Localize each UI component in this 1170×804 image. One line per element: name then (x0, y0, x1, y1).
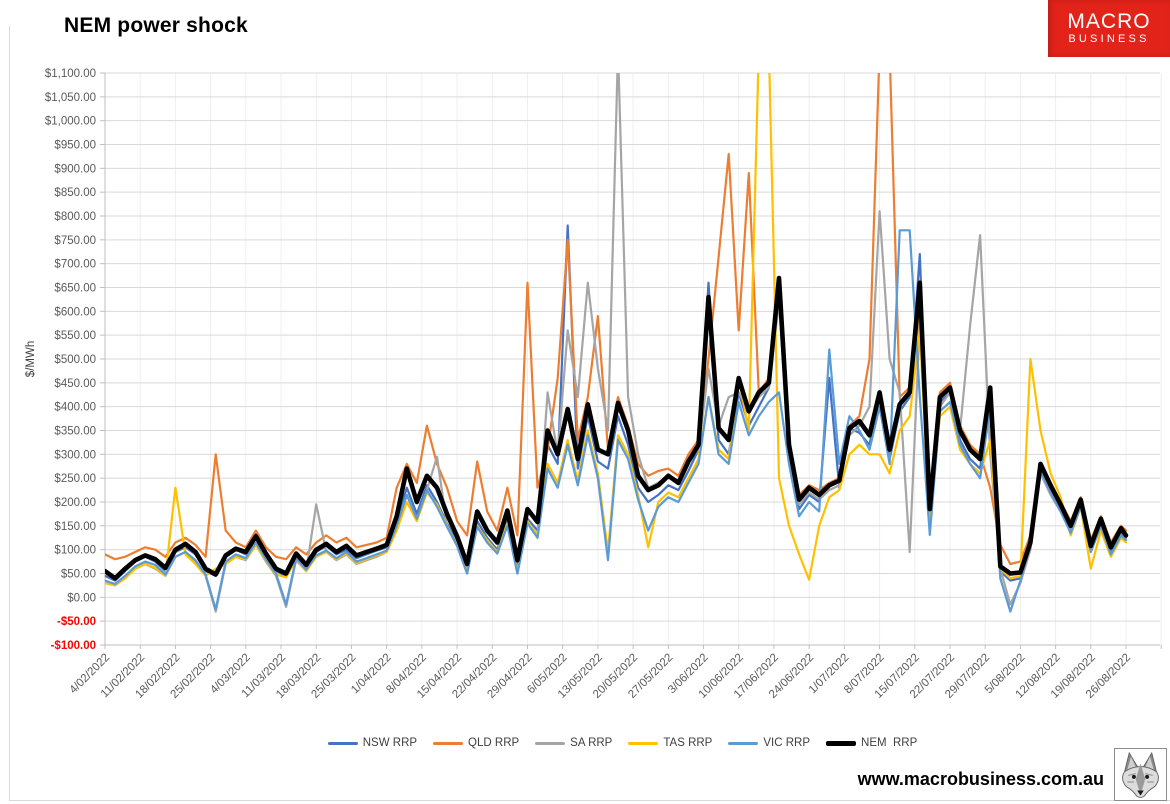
legend-swatch (728, 741, 759, 745)
y-tick-label: $500.00 (54, 354, 96, 366)
legend-swatch (826, 740, 857, 746)
logo-line2: BUSINESS (1068, 33, 1150, 45)
y-tick-label: $450.00 (54, 378, 96, 390)
y-tick-label: $150.00 (54, 521, 96, 533)
series-nsw-rrp (105, 224, 1128, 582)
y-tick-label: -$100.00 (51, 640, 96, 652)
y-tick-label: $650.00 (54, 283, 96, 295)
legend-label: NSW RRP (362, 737, 418, 749)
legend-swatch (433, 741, 464, 745)
series-sa-rrp (105, 73, 1128, 613)
y-tick-label: $950.00 (54, 140, 96, 152)
y-tick-label: $750.00 (54, 235, 96, 247)
legend-item-nsw-rrp: NSW RRP (327, 737, 418, 749)
y-tick-label: $1,100.00 (45, 68, 96, 80)
legend-label: VIC RRP (763, 737, 811, 749)
legend-swatch (535, 741, 566, 745)
legend-item-qld-rrp: QLD RRP (433, 737, 519, 749)
y-tick-label: $0.00 (67, 592, 96, 604)
legend-item-sa-rrp: SA RRP (535, 737, 612, 749)
legend-item-tas-rrp: TAS RRP (628, 737, 712, 749)
legend-swatch (327, 741, 358, 745)
legend-label: QLD RRP (468, 737, 520, 749)
chart-title: NEM power shock (64, 14, 248, 37)
y-axis-labels: $1,100.00 $1,050.00 $1,000.00 $950.00 $900.0… (45, 68, 96, 652)
series-vic-rrp (105, 229, 1128, 613)
series-nem-rrp (105, 275, 1129, 581)
y-tick-label: $700.00 (54, 259, 96, 271)
legend-item-nem-rrp: NEM RRP (826, 737, 917, 749)
legend-item-vic-rrp: VIC RRP (728, 737, 810, 749)
y-tick-label: $100.00 (54, 545, 96, 557)
y-tick-label: $850.00 (54, 187, 96, 199)
wolf-icon (1122, 751, 1159, 798)
y-tick-label: $50.00 (61, 569, 96, 581)
y-tick-label: $400.00 (54, 402, 96, 414)
logo-line1: MACRO (1067, 10, 1151, 33)
wolf-logo-image (1114, 748, 1167, 801)
y-tick-label: $550.00 (54, 330, 96, 342)
chart-frame-left-border (9, 26, 10, 801)
y-tick-label: -$50.00 (57, 616, 96, 628)
legend-label: NEM RRP (861, 737, 918, 749)
y-tick-label: $1,000.00 (45, 116, 96, 128)
chart-frame-bottom-border (9, 800, 1170, 801)
y-tick-label: $1,050.00 (45, 92, 96, 104)
chart-legend: NSW RRP QLD RRP SA RRP TAS RRP VIC RRP NEM RR… (105, 737, 1140, 749)
y-tick-label: $300.00 (54, 449, 96, 461)
series-lines (105, 73, 1129, 613)
y-tick-label: $900.00 (54, 163, 96, 175)
legend-swatch (628, 741, 659, 745)
x-axis-labels: 4/02/202211/02/202218/02/202225/02/20224… (67, 645, 1162, 701)
y-axis-title: $/MWh (25, 341, 37, 377)
y-tick-label: $800.00 (54, 211, 96, 223)
y-tick-label: $600.00 (54, 306, 96, 318)
legend-label: SA RRP (570, 737, 613, 749)
website-url: www.macrobusiness.com.au (857, 769, 1104, 789)
y-tick-label: $250.00 (54, 473, 96, 485)
y-tick-label: $350.00 (54, 426, 96, 438)
y-tick-label: $200.00 (54, 497, 96, 509)
macrobusiness-logo: MACRO BUSINESS (1048, 0, 1170, 57)
legend-label: TAS RRP (663, 737, 713, 749)
